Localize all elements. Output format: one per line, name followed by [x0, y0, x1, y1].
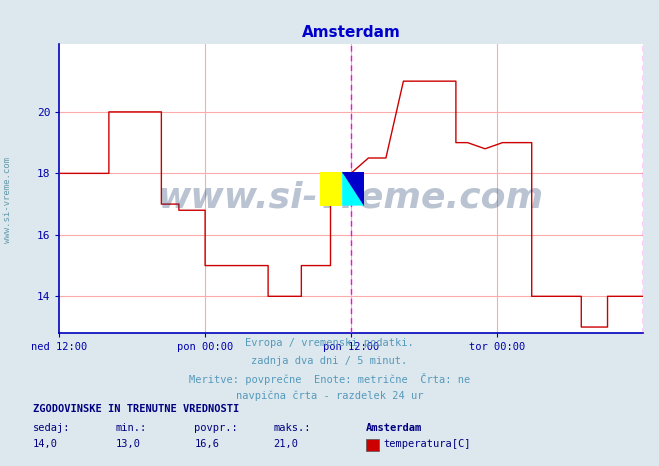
Title: Amsterdam: Amsterdam [301, 25, 401, 41]
Text: maks.:: maks.: [273, 423, 311, 433]
Text: temperatura[C]: temperatura[C] [384, 439, 471, 449]
Text: 14,0: 14,0 [33, 439, 58, 449]
Text: zadnja dva dni / 5 minut.: zadnja dva dni / 5 minut. [251, 356, 408, 365]
Text: www.si-vreme.com: www.si-vreme.com [3, 158, 13, 243]
Text: Meritve: povprečne  Enote: metrične  Črta: ne: Meritve: povprečne Enote: metrične Črta:… [189, 373, 470, 385]
Polygon shape [342, 172, 364, 206]
Text: navpična črta - razdelek 24 ur: navpična črta - razdelek 24 ur [236, 391, 423, 402]
Text: min.:: min.: [115, 423, 146, 433]
Text: Evropa / vremenski podatki.: Evropa / vremenski podatki. [245, 338, 414, 348]
Text: 21,0: 21,0 [273, 439, 299, 449]
Text: sedaj:: sedaj: [33, 423, 71, 433]
Text: 16,6: 16,6 [194, 439, 219, 449]
Polygon shape [342, 172, 364, 206]
Bar [320, 172, 342, 206]
Text: www.si-vreme.com: www.si-vreme.com [158, 180, 544, 214]
Text: povpr.:: povpr.: [194, 423, 238, 433]
Text: 13,0: 13,0 [115, 439, 140, 449]
Text: Amsterdam: Amsterdam [366, 423, 422, 433]
Text: ZGODOVINSKE IN TRENUTNE VREDNOSTI: ZGODOVINSKE IN TRENUTNE VREDNOSTI [33, 404, 239, 414]
